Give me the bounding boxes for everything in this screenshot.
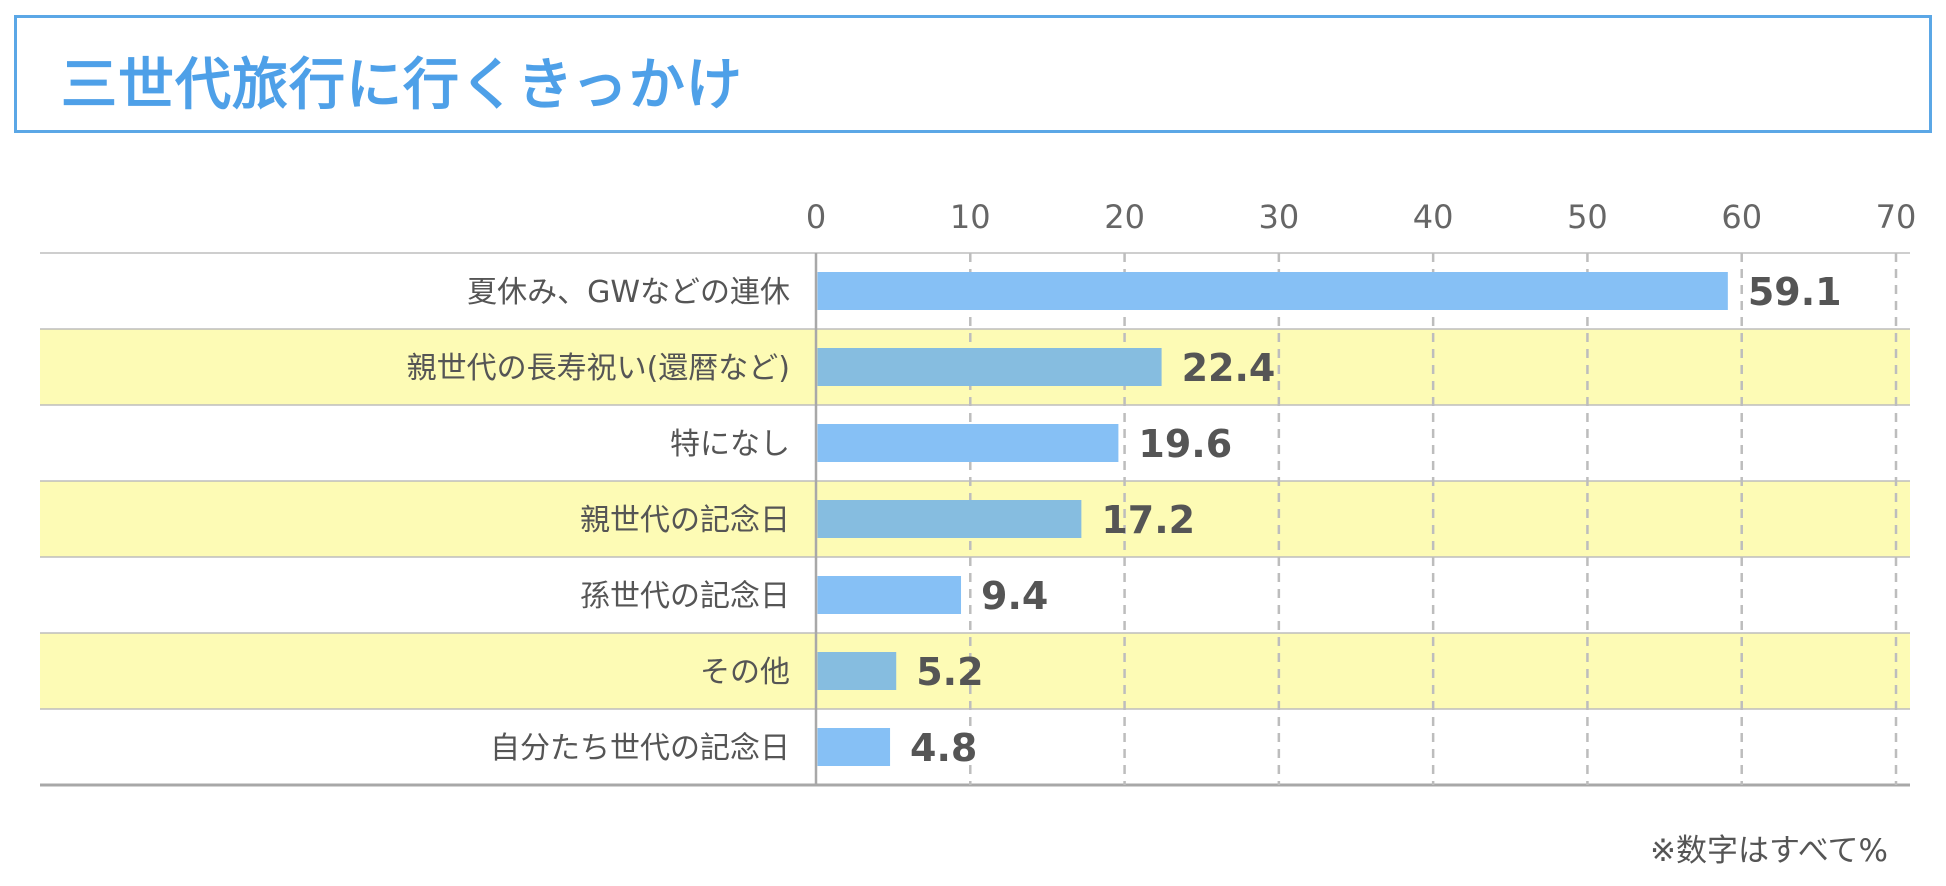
category-label-6: 自分たち世代の記念日 bbox=[490, 731, 790, 766]
value-label-5: 5.2 bbox=[916, 650, 983, 694]
bar-3 bbox=[817, 500, 1082, 538]
value-label-4: 9.4 bbox=[981, 574, 1048, 618]
x-tick-label-30: 30 bbox=[1258, 198, 1299, 236]
units-note: ※数字はすべて% bbox=[1649, 833, 1888, 869]
category-label-4: 孫世代の記念日 bbox=[580, 579, 790, 614]
title-box: 三世代旅行に行くきっかけ bbox=[14, 15, 1932, 133]
category-label-2: 特になし bbox=[670, 427, 790, 462]
row-highlight-5 bbox=[40, 633, 1910, 709]
value-label-1: 22.4 bbox=[1182, 346, 1276, 390]
category-label-0: 夏休み、GWなどの連休 bbox=[467, 275, 790, 310]
x-tick-label-10: 10 bbox=[950, 198, 991, 236]
value-label-3: 17.2 bbox=[1101, 498, 1195, 542]
bar-1 bbox=[817, 348, 1162, 386]
x-tick-label-70: 70 bbox=[1876, 198, 1917, 236]
x-tick-label-0: 0 bbox=[806, 198, 826, 236]
x-tick-label-20: 20 bbox=[1104, 198, 1145, 236]
category-label-5: その他 bbox=[700, 655, 790, 690]
x-tick-label-50: 50 bbox=[1567, 198, 1608, 236]
category-label-3: 親世代の記念日 bbox=[580, 503, 790, 538]
bar-0 bbox=[817, 272, 1728, 310]
page-title: 三世代旅行に行くきっかけ bbox=[61, 53, 743, 118]
bar-5 bbox=[817, 652, 897, 690]
value-label-6: 4.8 bbox=[910, 726, 977, 770]
x-tick-label-40: 40 bbox=[1413, 198, 1454, 236]
bar-2 bbox=[817, 424, 1119, 462]
x-tick-label-60: 60 bbox=[1721, 198, 1762, 236]
bar-6 bbox=[817, 728, 891, 766]
value-label-2: 19.6 bbox=[1138, 422, 1232, 466]
bar-4 bbox=[817, 576, 962, 614]
category-label-1: 親世代の長寿祝い(還暦など) bbox=[407, 351, 790, 386]
value-label-0: 59.1 bbox=[1748, 270, 1842, 314]
